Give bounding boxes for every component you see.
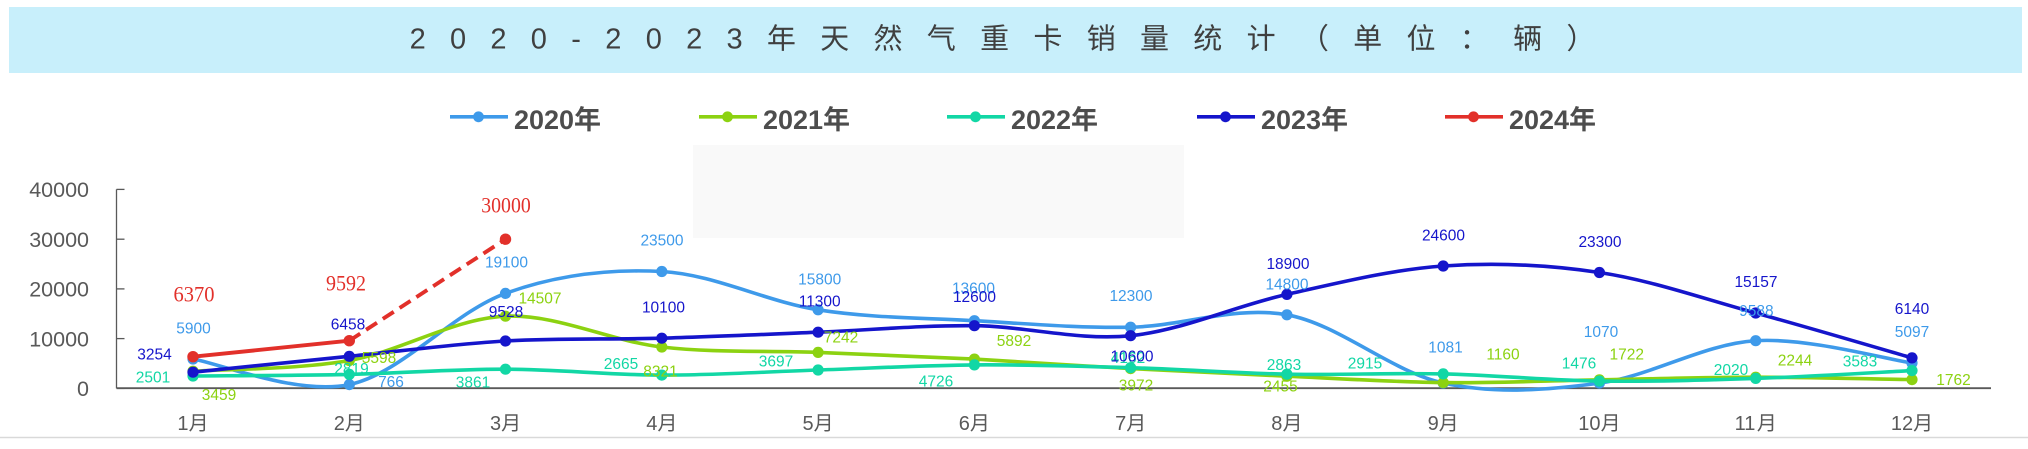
svg-text:12600: 12600 <box>953 289 996 306</box>
svg-text:3972: 3972 <box>1119 378 1153 395</box>
svg-text:2819: 2819 <box>334 361 368 378</box>
svg-text:2244: 2244 <box>1778 353 1813 370</box>
svg-text:5892: 5892 <box>997 333 1031 350</box>
svg-text:1476: 1476 <box>1562 356 1596 373</box>
svg-text:2915: 2915 <box>1348 356 1382 373</box>
svg-text:3: 3 <box>490 413 501 435</box>
svg-text:5097: 5097 <box>1895 324 1929 341</box>
svg-text:6: 6 <box>959 413 970 435</box>
svg-text:0: 0 <box>646 24 662 56</box>
svg-text:3861: 3861 <box>456 375 490 392</box>
svg-text:2: 2 <box>410 24 426 56</box>
svg-text:23500: 23500 <box>640 233 683 250</box>
svg-text:3459: 3459 <box>202 387 236 404</box>
svg-text:2024: 2024 <box>1509 105 1569 135</box>
svg-text:7: 7 <box>1115 413 1126 435</box>
svg-text:10100: 10100 <box>642 300 685 317</box>
svg-text:3583: 3583 <box>1843 354 1877 371</box>
svg-text:30000: 30000 <box>481 192 531 217</box>
svg-text:30000: 30000 <box>29 228 89 252</box>
svg-text:2020: 2020 <box>514 105 574 135</box>
svg-text:9592: 9592 <box>326 270 366 295</box>
svg-text:766: 766 <box>378 374 404 391</box>
svg-text:3254: 3254 <box>137 347 172 364</box>
svg-text:2: 2 <box>334 413 345 435</box>
svg-text:1: 1 <box>177 413 188 435</box>
svg-text:14507: 14507 <box>518 291 561 308</box>
svg-text:2: 2 <box>686 24 702 56</box>
svg-text:1160: 1160 <box>1486 347 1520 364</box>
svg-text:10: 10 <box>1578 413 1600 435</box>
svg-text:6458: 6458 <box>331 317 365 334</box>
svg-text:2021: 2021 <box>763 105 823 135</box>
svg-text:4162: 4162 <box>1111 350 1145 367</box>
svg-text:2665: 2665 <box>604 356 638 373</box>
svg-text:13600: 13600 <box>952 281 995 298</box>
svg-text:9588: 9588 <box>1739 303 1773 320</box>
svg-text:40000: 40000 <box>29 178 89 202</box>
svg-text:2455: 2455 <box>1263 379 1297 396</box>
svg-text:2863: 2863 <box>1267 357 1301 374</box>
svg-text:1070: 1070 <box>1584 324 1619 341</box>
svg-text:2: 2 <box>605 24 621 56</box>
svg-text:15800: 15800 <box>798 272 841 289</box>
svg-text:19100: 19100 <box>485 255 528 272</box>
svg-text:9: 9 <box>1428 413 1439 435</box>
svg-text:12300: 12300 <box>1109 288 1152 305</box>
svg-text:9528: 9528 <box>489 304 523 321</box>
svg-text:6370: 6370 <box>174 281 215 306</box>
svg-text:15157: 15157 <box>1734 274 1777 291</box>
svg-text:23300: 23300 <box>1578 234 1621 251</box>
svg-text:20000: 20000 <box>29 278 89 302</box>
svg-text:6140: 6140 <box>1895 301 1930 318</box>
svg-text:4726: 4726 <box>919 374 953 391</box>
svg-text:0: 0 <box>450 24 466 56</box>
svg-text:1762: 1762 <box>1936 372 1970 389</box>
svg-text:5900: 5900 <box>176 321 211 338</box>
svg-text:0: 0 <box>531 24 547 56</box>
svg-text:2501: 2501 <box>136 370 170 387</box>
svg-text:2020: 2020 <box>1714 362 1749 379</box>
svg-text:5598: 5598 <box>362 350 396 367</box>
svg-text:3: 3 <box>727 24 743 56</box>
svg-text:10600: 10600 <box>1110 349 1153 366</box>
svg-text:18900: 18900 <box>1266 256 1309 273</box>
svg-text:11300: 11300 <box>799 294 841 311</box>
svg-text:2023: 2023 <box>1261 105 1321 135</box>
svg-text:1722: 1722 <box>1609 347 1643 364</box>
svg-text:12: 12 <box>1891 413 1913 435</box>
svg-text:3697: 3697 <box>759 354 793 371</box>
svg-text:8321: 8321 <box>643 364 677 381</box>
svg-text:7242: 7242 <box>824 330 858 347</box>
svg-text:0: 0 <box>77 377 89 401</box>
svg-text:14800: 14800 <box>1265 277 1308 294</box>
svg-text:10000: 10000 <box>29 327 89 351</box>
svg-text:11: 11 <box>1735 413 1756 435</box>
svg-text:24600: 24600 <box>1422 228 1465 245</box>
svg-text:-: - <box>571 24 581 56</box>
svg-text:8: 8 <box>1271 413 1282 435</box>
svg-text:1081: 1081 <box>1428 340 1462 357</box>
svg-text:2022: 2022 <box>1011 105 1071 135</box>
svg-text:2: 2 <box>490 24 506 56</box>
svg-text:5: 5 <box>803 413 814 435</box>
svg-text:4: 4 <box>646 413 657 435</box>
